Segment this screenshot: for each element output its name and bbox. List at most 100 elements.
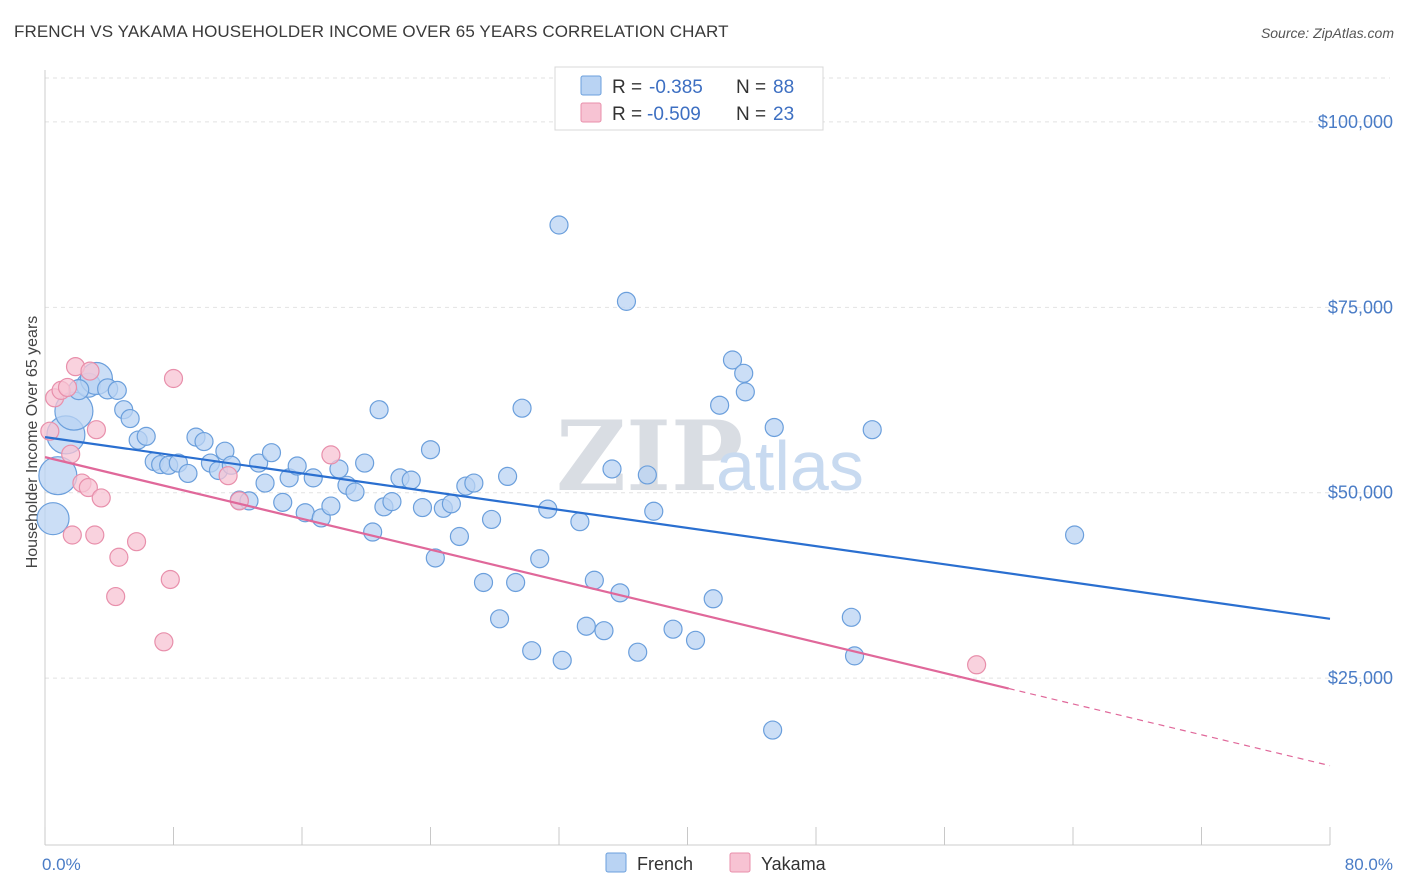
bottom-legend: French Yakama [605, 852, 827, 874]
point-yakama-0 [40, 421, 60, 441]
chart-source: Source: ZipAtlas.com [1260, 25, 1394, 41]
point-french-78 [722, 350, 743, 370]
point-french-68 [602, 459, 622, 479]
point-french-27 [261, 443, 282, 463]
point-french-45 [412, 497, 433, 518]
point-french-60 [530, 549, 550, 569]
point-french-72 [637, 465, 657, 485]
point-french-30 [287, 456, 307, 476]
legend-swatch-french [580, 75, 602, 96]
point-french-44 [401, 470, 421, 490]
legend-swatch-yakama [580, 102, 602, 123]
point-yakama-5 [62, 525, 82, 545]
point-french-42 [382, 492, 402, 512]
point-yakama-22 [967, 655, 987, 675]
point-yakama-16 [154, 632, 174, 652]
point-french-86 [1065, 525, 1085, 545]
bottom-legend-swatch-french [605, 852, 627, 873]
point-french-32 [303, 468, 323, 488]
bottom-legend-label-french: French [637, 854, 693, 874]
point-french-47 [425, 548, 445, 568]
legend-n-label-yakama: N = [736, 104, 766, 125]
watermark-zip: ZIP [556, 400, 743, 513]
point-french-73 [644, 501, 664, 521]
point-french-79 [734, 363, 754, 383]
point-french-18 [194, 431, 214, 452]
point-yakama-13 [106, 586, 126, 607]
point-yakama-9 [80, 361, 100, 381]
point-french-11 [136, 426, 156, 446]
point-french-83 [841, 607, 861, 627]
point-french-9 [120, 408, 140, 429]
chart-title: FRENCH VS YAKAMA HOUSEHOLDER INCOME OVER… [14, 22, 729, 41]
point-french-62 [549, 215, 569, 235]
point-french-49 [441, 494, 461, 514]
point-french-65 [576, 616, 596, 636]
point-french-82 [764, 417, 784, 438]
y-axis-label: Householder Income Over 65 years [24, 316, 41, 569]
points-layer [36, 215, 1085, 740]
watermark-atlas: atlas [716, 427, 864, 505]
point-french-53 [473, 572, 494, 593]
point-french-55 [489, 609, 510, 629]
point-french-34 [321, 496, 341, 516]
point-yakama-18 [163, 368, 184, 389]
x-tick-label-0: 0.0% [42, 855, 81, 874]
grid-layer [45, 77, 1390, 679]
point-yakama-8 [78, 477, 98, 498]
point-french-52 [464, 473, 484, 493]
point-french-75 [685, 630, 706, 650]
point-french-63 [552, 650, 572, 670]
point-french-26 [255, 473, 275, 493]
point-french-67 [594, 621, 614, 641]
point-yakama-21 [321, 445, 341, 465]
x-tick-label-1: 80.0% [1345, 855, 1393, 874]
trend-line-yakama-extension [1008, 687, 1331, 767]
y-tick-label-0: $25,000 [1328, 668, 1393, 688]
point-yakama-19 [218, 466, 238, 486]
point-french-56 [498, 466, 518, 487]
tick-label-layer: $25,000 $50,000 $75,000 $100,000 0.0% 80.0% [42, 112, 1393, 874]
y-tick-label-1: $50,000 [1328, 483, 1393, 503]
point-french-37 [345, 482, 365, 502]
watermark: ZIP atlas [556, 400, 864, 513]
point-french-64 [570, 512, 590, 532]
y-tick-label-2: $75,000 [1328, 297, 1393, 317]
point-french-59 [522, 641, 542, 661]
legend-n-value-yakama: 23 [773, 104, 794, 125]
legend-n-value-french: 88 [773, 77, 794, 98]
point-french-80 [735, 382, 755, 402]
point-french-54 [481, 509, 502, 530]
point-yakama-20 [229, 491, 249, 511]
legend-r-value-french: -0.385 [649, 77, 703, 98]
trend-layer [44, 436, 1331, 767]
trend-line-french [44, 436, 1331, 620]
point-french-50 [449, 526, 470, 547]
point-yakama-12 [91, 488, 111, 508]
legend-r-label-french: R = [612, 77, 642, 98]
point-french-57 [506, 572, 526, 593]
point-yakama-17 [160, 569, 180, 590]
point-yakama-15 [126, 532, 147, 552]
point-french-74 [663, 619, 683, 639]
point-yakama-14 [109, 547, 129, 567]
point-yakama-10 [85, 525, 105, 545]
point-french-81 [763, 720, 783, 740]
top-legend: R = -0.385 N = 88 R = -0.509 N = 23 [554, 66, 824, 131]
point-french-85 [862, 420, 882, 440]
point-french-28 [273, 492, 293, 512]
point-french-58 [512, 398, 532, 418]
point-french-40 [369, 400, 389, 420]
point-french-77 [710, 395, 730, 415]
legend-r-label-yakama: R = [612, 104, 642, 125]
point-french-70 [616, 291, 637, 311]
legend-r-value-yakama: -0.509 [647, 104, 701, 125]
point-french-7 [107, 380, 127, 400]
point-french-76 [703, 589, 723, 609]
y-tick-label-3: $100,000 [1318, 112, 1393, 132]
point-french-46 [420, 440, 441, 460]
point-yakama-3 [57, 377, 78, 398]
point-french-0 [36, 502, 70, 536]
point-french-16 [178, 463, 198, 484]
